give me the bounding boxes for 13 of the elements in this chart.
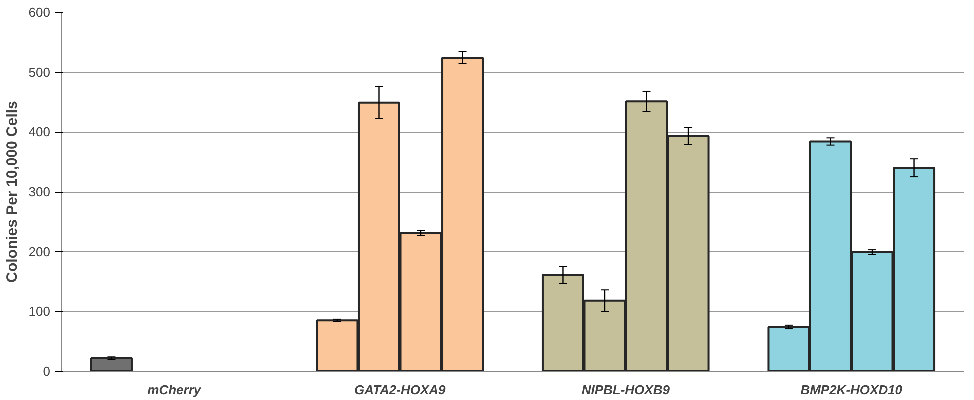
bar xyxy=(90,357,133,372)
y-tick-label: 300 xyxy=(28,184,51,200)
y-tick-label: 100 xyxy=(28,304,51,320)
y-tick-label: 400 xyxy=(28,124,51,140)
y-tick-label: 0 xyxy=(43,364,51,379)
x-tick-label: GATA2-HOXA9 xyxy=(354,382,447,398)
y-axis-title: Colonies Per 10,000 Cells xyxy=(4,101,21,283)
y-tick-label: 200 xyxy=(28,244,51,260)
y-tick-label: 600 xyxy=(28,5,51,20)
x-tick-label: mCherry xyxy=(148,382,202,398)
x-tick-label: NIPBL-HOXB9 xyxy=(582,382,671,398)
y-tick-label: 500 xyxy=(28,64,51,80)
x-tick-label: BMP2K-HOXD10 xyxy=(800,382,904,398)
